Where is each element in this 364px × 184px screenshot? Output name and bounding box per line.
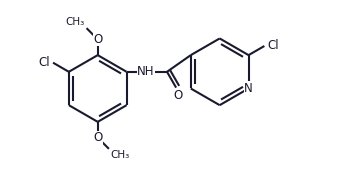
- Text: N: N: [244, 82, 253, 95]
- Text: CH₃: CH₃: [66, 17, 85, 27]
- Text: Cl: Cl: [39, 56, 50, 69]
- Text: Cl: Cl: [267, 40, 279, 52]
- Text: O: O: [173, 89, 182, 102]
- Text: O: O: [93, 33, 102, 46]
- Text: O: O: [93, 131, 102, 144]
- Text: NH: NH: [137, 65, 155, 78]
- Text: CH₃: CH₃: [111, 150, 130, 160]
